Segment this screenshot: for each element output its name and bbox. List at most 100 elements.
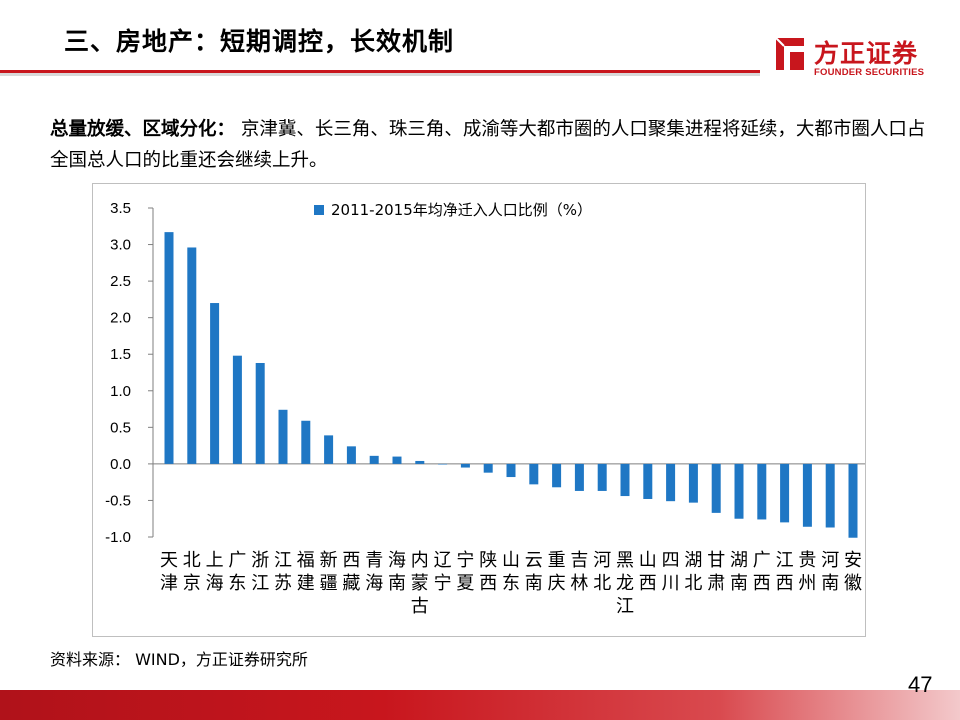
migration-bar-chart: 3.53.02.52.01.51.00.50.0-0.5-1.0天津北京上海广东… bbox=[105, 200, 865, 617]
category-label: 海 bbox=[388, 550, 406, 571]
category-label: 贵 bbox=[798, 550, 816, 571]
category-label: 山 bbox=[639, 550, 657, 571]
category-label: 南 bbox=[730, 573, 748, 594]
bar-山东 bbox=[506, 463, 516, 478]
category-label: 内 bbox=[411, 550, 429, 571]
category-label: 四 bbox=[662, 550, 680, 571]
bar-福建 bbox=[301, 420, 311, 464]
category-label: 肃 bbox=[707, 573, 725, 594]
category-label: 黑 bbox=[616, 550, 634, 571]
bar-安徽 bbox=[848, 463, 858, 538]
category-label: 夏 bbox=[456, 573, 474, 594]
y-tick-label: 3.0 bbox=[110, 237, 131, 254]
category-label: 河 bbox=[593, 550, 611, 571]
bar-重庆 bbox=[552, 463, 562, 488]
category-label: 天 bbox=[160, 550, 178, 571]
category-label: 藏 bbox=[342, 573, 360, 594]
title-divider bbox=[0, 70, 760, 76]
category-label: 西 bbox=[342, 550, 360, 571]
category-label: 南 bbox=[525, 573, 543, 594]
bar-广西 bbox=[757, 463, 767, 520]
bar-江西 bbox=[780, 463, 790, 523]
bar-北京 bbox=[187, 247, 197, 464]
category-label: 西 bbox=[776, 573, 794, 594]
category-label: 东 bbox=[502, 573, 520, 594]
y-tick-label: 0.5 bbox=[110, 419, 131, 436]
category-label: 西 bbox=[639, 573, 657, 594]
category-label: 南 bbox=[821, 573, 839, 594]
category-label: 辽 bbox=[434, 550, 452, 571]
bar-云南 bbox=[529, 463, 539, 485]
category-label: 海 bbox=[365, 573, 383, 594]
category-label: 东 bbox=[228, 573, 246, 594]
page-number: 47 bbox=[908, 672, 933, 697]
category-label: 北 bbox=[593, 573, 611, 594]
y-tick-label: 2.0 bbox=[110, 310, 131, 327]
bar-河北 bbox=[597, 463, 607, 491]
category-label: 疆 bbox=[320, 573, 338, 594]
category-label: 江 bbox=[776, 550, 794, 571]
category-label: 川 bbox=[662, 573, 680, 594]
summary-label: 总量放缓、区域分化： bbox=[50, 119, 236, 140]
category-label: 宁 bbox=[434, 573, 452, 594]
legend-label: 2011-2015年均净迁入人口比例（%） bbox=[331, 201, 592, 219]
bar-江苏 bbox=[278, 409, 288, 464]
category-label: 湖 bbox=[684, 550, 702, 571]
category-label: 苏 bbox=[274, 573, 292, 594]
category-label: 青 bbox=[365, 550, 383, 571]
category-label: 庆 bbox=[548, 573, 566, 594]
category-label: 江 bbox=[274, 550, 292, 571]
category-label: 河 bbox=[821, 550, 839, 571]
slide-title: 三、房地产：短期调控，长效机制 bbox=[64, 27, 455, 56]
bar-甘肃 bbox=[711, 463, 721, 513]
category-label: 广 bbox=[753, 550, 771, 571]
bar-青海 bbox=[369, 455, 379, 464]
category-label: 宁 bbox=[456, 550, 474, 571]
y-tick-label: 1.5 bbox=[110, 346, 131, 363]
founder-logo-icon bbox=[775, 37, 804, 70]
bar-新疆 bbox=[324, 435, 334, 464]
bar-河南 bbox=[825, 463, 835, 528]
category-label: 建 bbox=[297, 573, 315, 594]
logo-english: FOUNDER SECURITIES bbox=[814, 67, 925, 78]
category-label: 徽 bbox=[844, 573, 862, 594]
bar-上海 bbox=[210, 303, 220, 464]
category-label: 广 bbox=[228, 550, 246, 571]
y-tick-label: -0.5 bbox=[105, 492, 131, 509]
y-tick-label: 0.0 bbox=[110, 456, 131, 473]
category-label: 京 bbox=[183, 573, 201, 594]
bar-辽宁 bbox=[438, 463, 448, 465]
bar-陕西 bbox=[483, 463, 493, 473]
footer-band bbox=[0, 690, 960, 720]
bar-海南 bbox=[392, 456, 402, 464]
bar-湖南 bbox=[734, 463, 744, 519]
category-label: 安 bbox=[844, 550, 862, 571]
bar-山西 bbox=[643, 463, 653, 499]
category-label: 津 bbox=[160, 573, 178, 594]
bar-天津 bbox=[164, 232, 174, 464]
category-label: 陕 bbox=[479, 550, 497, 571]
bar-黑龙江 bbox=[620, 463, 630, 497]
bar-吉林 bbox=[574, 463, 584, 491]
category-label: 浙 bbox=[251, 550, 269, 571]
category-label: 吉 bbox=[570, 550, 588, 571]
bar-贵州 bbox=[802, 463, 812, 527]
bar-湖北 bbox=[688, 463, 698, 503]
y-tick-label: -1.0 bbox=[105, 529, 131, 546]
category-label: 重 bbox=[548, 550, 566, 571]
category-label: 云 bbox=[525, 550, 543, 571]
category-label: 州 bbox=[798, 573, 816, 594]
summary-text: 京津冀、长三角、珠三角、成渝等大都市圈的人口聚集进程将延续，大都市圈人口占全国总… bbox=[50, 119, 926, 171]
category-label: 南 bbox=[388, 573, 406, 594]
y-tick-label: 3.5 bbox=[110, 200, 131, 217]
category-label: 山 bbox=[502, 550, 520, 571]
category-label: 北 bbox=[183, 550, 201, 571]
category-label: 甘 bbox=[707, 550, 725, 571]
category-label: 上 bbox=[206, 550, 224, 571]
chart-frame: 3.5 3.0 2.5 2.0 1.5 1.0 0.5 0.0 -0.5 -1.0 天津北京上海广东… bbox=[92, 183, 866, 637]
y-tick-label: 1.0 bbox=[110, 383, 131, 400]
category-label: 北 bbox=[684, 573, 702, 594]
bar-宁夏 bbox=[460, 463, 470, 468]
category-label: 海 bbox=[206, 573, 224, 594]
category-label: 古 bbox=[411, 596, 429, 617]
